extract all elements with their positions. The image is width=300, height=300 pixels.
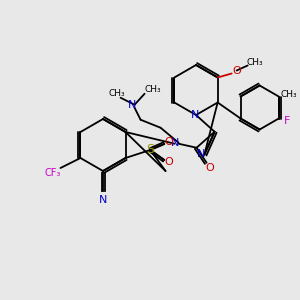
Text: O: O bbox=[165, 157, 174, 167]
Text: N: N bbox=[197, 148, 206, 159]
Text: N: N bbox=[99, 195, 107, 205]
Text: O: O bbox=[165, 137, 174, 147]
Text: CF₃: CF₃ bbox=[44, 168, 61, 178]
Text: O: O bbox=[232, 65, 241, 76]
Text: S: S bbox=[146, 143, 154, 157]
Text: F: F bbox=[284, 116, 290, 125]
Text: N: N bbox=[128, 100, 136, 110]
Text: CH₃: CH₃ bbox=[144, 85, 161, 94]
Text: CH₃: CH₃ bbox=[280, 90, 297, 99]
Text: CH₃: CH₃ bbox=[108, 89, 125, 98]
Text: CH₃: CH₃ bbox=[246, 58, 263, 67]
Text: N: N bbox=[191, 110, 199, 120]
Text: O: O bbox=[205, 163, 214, 173]
Text: N: N bbox=[170, 138, 179, 148]
